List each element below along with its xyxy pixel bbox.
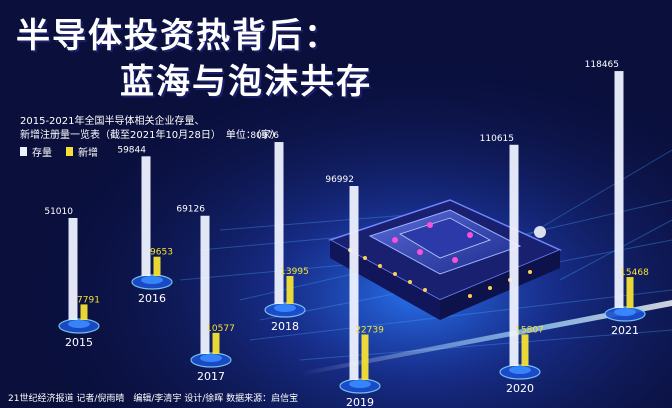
data-label-stock-2015: 51010: [44, 207, 73, 217]
bar-new-2015: [80, 304, 88, 320]
data-label-stock-2021: 118465: [585, 60, 619, 70]
data-label-new-2015: 7791: [77, 295, 100, 305]
legend-swatch-stock: [20, 147, 27, 156]
category-label-2015: 2015: [65, 336, 93, 349]
legend-item-new: 新增: [66, 144, 98, 159]
category-label-2020: 2020: [506, 382, 534, 395]
data-label-stock-2020: 110615: [480, 134, 514, 144]
bar-base-core-2017: [200, 354, 222, 362]
bar-new-2021: [626, 277, 634, 308]
bar-base-core-2020: [509, 366, 531, 374]
data-label-new-2021: 15468: [620, 268, 649, 278]
bar-base-core-2021: [614, 308, 636, 316]
bar-base-core-2019: [349, 380, 371, 388]
legend-swatch-new: [66, 147, 73, 156]
bar-stock-2019: [349, 186, 359, 380]
bar-new-2018: [286, 276, 294, 304]
category-label-2016: 2016: [138, 292, 166, 305]
data-label-new-2019: 22739: [355, 326, 384, 336]
bar-new-2019: [361, 334, 369, 380]
title-line-1: 半导体投资热背后：: [16, 16, 340, 56]
legend-item-stock: 存量: [20, 144, 52, 159]
data-label-stock-2018: 80976: [250, 131, 279, 141]
bar-stock-2018: [274, 142, 284, 304]
bar-base-core-2016: [141, 276, 163, 284]
legend-label-stock: 存量: [32, 148, 52, 159]
data-label-new-2018: 13995: [280, 267, 309, 277]
bar-new-2017: [212, 332, 220, 354]
data-label-stock-2016: 59844: [117, 145, 146, 155]
category-label-2017: 2017: [197, 370, 225, 383]
data-label-stock-2019: 96992: [325, 175, 354, 185]
data-label-new-2016: 9653: [150, 248, 173, 258]
bar-stock-2015: [68, 217, 78, 320]
title-line-2: 蓝海与泡沫共存: [120, 62, 372, 102]
subtitle-line-1: 2015-2021年全国半导体相关企业存量、: [20, 116, 205, 127]
bar-base-core-2018: [274, 304, 296, 312]
bar-new-2016: [153, 256, 161, 276]
subtitle-line-2: 新增注册量一览表（截至2021年10月28日） 单位：（家）: [20, 130, 281, 141]
bar-base-core-2015: [68, 320, 90, 328]
category-label-2019: 2019: [346, 396, 374, 408]
bar-stock-2021: [614, 71, 624, 308]
legend: 存量 新增: [20, 144, 98, 159]
bar-new-2020: [521, 334, 529, 366]
legend-label-new: 新增: [78, 148, 98, 159]
credits: 21世纪经济报道 记者/倪雨晴 编辑/李清宇 设计/徐晖 数据来源：启信宝: [8, 394, 299, 404]
category-label-2021: 2021: [611, 324, 639, 337]
data-label-stock-2017: 69126: [176, 205, 205, 215]
bar-stock-2017: [200, 215, 210, 354]
bar-stock-2016: [141, 156, 151, 276]
data-label-new-2017: 10577: [206, 324, 235, 334]
category-label-2018: 2018: [271, 320, 299, 333]
data-label-new-2020: 15807: [515, 325, 544, 335]
bar-stock-2020: [509, 144, 519, 366]
